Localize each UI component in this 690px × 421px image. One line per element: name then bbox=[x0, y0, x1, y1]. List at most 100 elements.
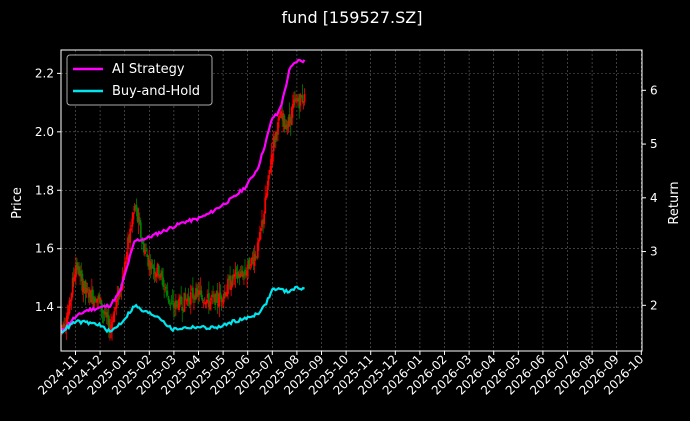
candle-body bbox=[132, 212, 135, 220]
candle-body bbox=[73, 274, 76, 281]
y-right-tick-label: 2 bbox=[650, 298, 658, 312]
candle-body bbox=[302, 101, 305, 103]
candle-body bbox=[249, 267, 252, 269]
candle-body bbox=[173, 305, 176, 308]
candle-body bbox=[296, 100, 298, 102]
candle-body bbox=[111, 322, 113, 329]
candle-body bbox=[76, 262, 78, 270]
candle-body bbox=[98, 295, 101, 300]
candle-body bbox=[194, 295, 196, 300]
candle-body bbox=[186, 298, 189, 302]
candle-body bbox=[136, 208, 139, 222]
candle-body bbox=[90, 289, 93, 303]
legend-label: AI Strategy bbox=[112, 62, 185, 77]
candle-body bbox=[92, 289, 94, 304]
candle-body bbox=[247, 260, 250, 270]
candle-body bbox=[155, 273, 158, 277]
candle-body bbox=[77, 266, 79, 270]
candle-body bbox=[202, 302, 205, 304]
candle-body bbox=[262, 220, 264, 223]
y-left-tick-label: 2.0 bbox=[35, 125, 54, 139]
candle-body bbox=[230, 286, 233, 290]
candle-body bbox=[112, 320, 115, 322]
candle-body bbox=[152, 267, 155, 269]
y-right-tick-label: 5 bbox=[650, 137, 658, 151]
candle-body bbox=[236, 271, 239, 279]
candle-body bbox=[184, 294, 187, 300]
candle-body bbox=[211, 294, 213, 297]
candle-body bbox=[74, 265, 77, 278]
candle-body bbox=[84, 280, 87, 294]
candle-body bbox=[251, 257, 254, 260]
candle-body bbox=[171, 300, 174, 302]
candle-body bbox=[271, 153, 274, 155]
candle-body bbox=[126, 251, 128, 260]
candle-body bbox=[86, 289, 89, 291]
candle-body bbox=[64, 325, 67, 328]
candle-body bbox=[103, 312, 106, 315]
candle-body bbox=[229, 275, 231, 290]
candle-body bbox=[287, 117, 290, 127]
candle-body bbox=[235, 268, 238, 270]
candle-body bbox=[115, 301, 118, 309]
candle-body bbox=[224, 292, 227, 296]
candle-body bbox=[180, 296, 183, 305]
y-axis-right-label: Return bbox=[667, 181, 682, 224]
candle-body bbox=[255, 256, 258, 258]
candle-body bbox=[301, 95, 304, 102]
candle-body bbox=[190, 288, 193, 290]
candle-body bbox=[174, 300, 177, 310]
candle-body bbox=[210, 298, 212, 301]
candle-body bbox=[95, 301, 97, 303]
candle-body bbox=[67, 311, 70, 317]
candle-body bbox=[70, 293, 73, 301]
candle-body bbox=[248, 258, 251, 270]
candle-body bbox=[131, 218, 134, 227]
candle-body bbox=[284, 125, 287, 130]
candle-body bbox=[133, 206, 136, 211]
candle-body bbox=[81, 273, 84, 291]
candle-body bbox=[179, 297, 182, 300]
candle-body bbox=[303, 93, 306, 102]
candle-body bbox=[214, 294, 217, 306]
candle-body bbox=[233, 274, 236, 278]
candle-body bbox=[289, 117, 292, 124]
candle-body bbox=[178, 298, 180, 311]
candle-body bbox=[101, 310, 104, 312]
candle-body bbox=[199, 290, 202, 294]
candle-body bbox=[223, 291, 226, 296]
legend-box bbox=[66, 54, 213, 106]
candle-body bbox=[244, 269, 246, 274]
candle-body bbox=[63, 323, 66, 329]
candle-body bbox=[102, 311, 105, 314]
candle-body bbox=[79, 273, 82, 277]
candle-body bbox=[150, 262, 153, 269]
candle-body bbox=[267, 175, 270, 186]
candle-body bbox=[156, 263, 159, 274]
candle-body bbox=[148, 260, 151, 267]
candle-body bbox=[165, 287, 168, 289]
candle-body bbox=[195, 288, 197, 299]
candle-body bbox=[286, 126, 289, 128]
candle-body bbox=[93, 298, 95, 307]
candle-body bbox=[219, 292, 222, 298]
candle-body bbox=[66, 315, 69, 328]
y-right-tick-label: 6 bbox=[650, 83, 658, 97]
candle-body bbox=[127, 237, 129, 250]
candle-body bbox=[252, 258, 255, 265]
candle-body bbox=[88, 289, 91, 297]
candle-body bbox=[295, 99, 297, 102]
candle-body bbox=[110, 325, 112, 329]
candle-body bbox=[288, 114, 291, 120]
candle-body bbox=[69, 299, 72, 301]
y-left-tick-label: 1.6 bbox=[35, 242, 54, 256]
candle-body bbox=[113, 311, 116, 323]
candle-body bbox=[100, 299, 103, 311]
candle-body bbox=[203, 302, 206, 304]
candle-body bbox=[166, 290, 169, 296]
candle-body bbox=[141, 241, 144, 244]
candle-body bbox=[208, 301, 211, 309]
candle-body bbox=[256, 242, 259, 258]
candle-body bbox=[62, 324, 65, 326]
candle-body bbox=[200, 290, 203, 298]
